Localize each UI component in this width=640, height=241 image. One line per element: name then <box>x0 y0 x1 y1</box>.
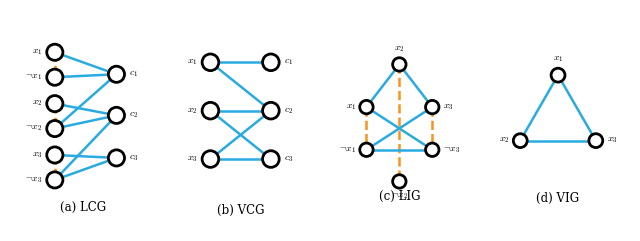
Circle shape <box>426 100 439 114</box>
Circle shape <box>47 69 63 85</box>
Text: $\neg x_2$: $\neg x_2$ <box>26 124 42 134</box>
Circle shape <box>108 150 125 166</box>
Text: $\neg x_3$: $\neg x_3$ <box>25 175 42 185</box>
Circle shape <box>262 151 279 167</box>
Text: $x_3$: $x_3$ <box>187 154 198 164</box>
Text: $c_3$: $c_3$ <box>129 153 138 163</box>
Text: $x_3$: $x_3$ <box>607 136 617 146</box>
Circle shape <box>47 120 63 137</box>
Circle shape <box>202 151 219 167</box>
Text: $\neg x_2$: $\neg x_2$ <box>391 192 408 201</box>
Text: $x_3$: $x_3$ <box>443 102 453 112</box>
Circle shape <box>393 58 406 71</box>
Circle shape <box>262 102 279 119</box>
Circle shape <box>360 100 373 114</box>
Text: (a) LCG: (a) LCG <box>60 201 106 214</box>
Text: $x_1$: $x_1$ <box>346 102 356 112</box>
Text: (d) VIG: (d) VIG <box>536 192 580 205</box>
Text: $x_2$: $x_2$ <box>394 44 404 54</box>
Text: $c_1$: $c_1$ <box>129 69 138 79</box>
Text: $\neg x_1$: $\neg x_1$ <box>339 145 356 154</box>
Text: (c) LIG: (c) LIG <box>379 190 420 203</box>
Circle shape <box>202 102 219 119</box>
Circle shape <box>513 134 527 147</box>
Text: $x_2$: $x_2$ <box>32 99 42 108</box>
Text: $c_2$: $c_2$ <box>284 106 293 115</box>
Text: $x_1$: $x_1$ <box>32 47 42 57</box>
Circle shape <box>426 143 439 156</box>
Circle shape <box>108 107 125 123</box>
Circle shape <box>47 147 63 163</box>
Text: $x_2$: $x_2$ <box>499 136 509 146</box>
Circle shape <box>589 134 603 147</box>
Circle shape <box>202 54 219 71</box>
Circle shape <box>393 175 406 188</box>
Text: $x_1$: $x_1$ <box>187 58 198 67</box>
Text: $x_1$: $x_1$ <box>553 55 563 64</box>
Text: $\neg x_1$: $\neg x_1$ <box>26 72 42 82</box>
Text: $x_3$: $x_3$ <box>31 150 42 160</box>
Text: $c_3$: $c_3$ <box>284 154 293 164</box>
Circle shape <box>47 44 63 60</box>
Circle shape <box>47 95 63 112</box>
Text: $c_2$: $c_2$ <box>129 111 138 120</box>
Text: $x_2$: $x_2$ <box>187 106 198 115</box>
Text: $c_1$: $c_1$ <box>284 58 293 67</box>
Text: (b) VCG: (b) VCG <box>217 204 264 217</box>
Circle shape <box>551 68 565 82</box>
Circle shape <box>108 66 125 82</box>
Circle shape <box>47 172 63 188</box>
Circle shape <box>262 54 279 71</box>
Circle shape <box>360 143 373 156</box>
Text: $\neg x_3$: $\neg x_3$ <box>443 145 460 154</box>
